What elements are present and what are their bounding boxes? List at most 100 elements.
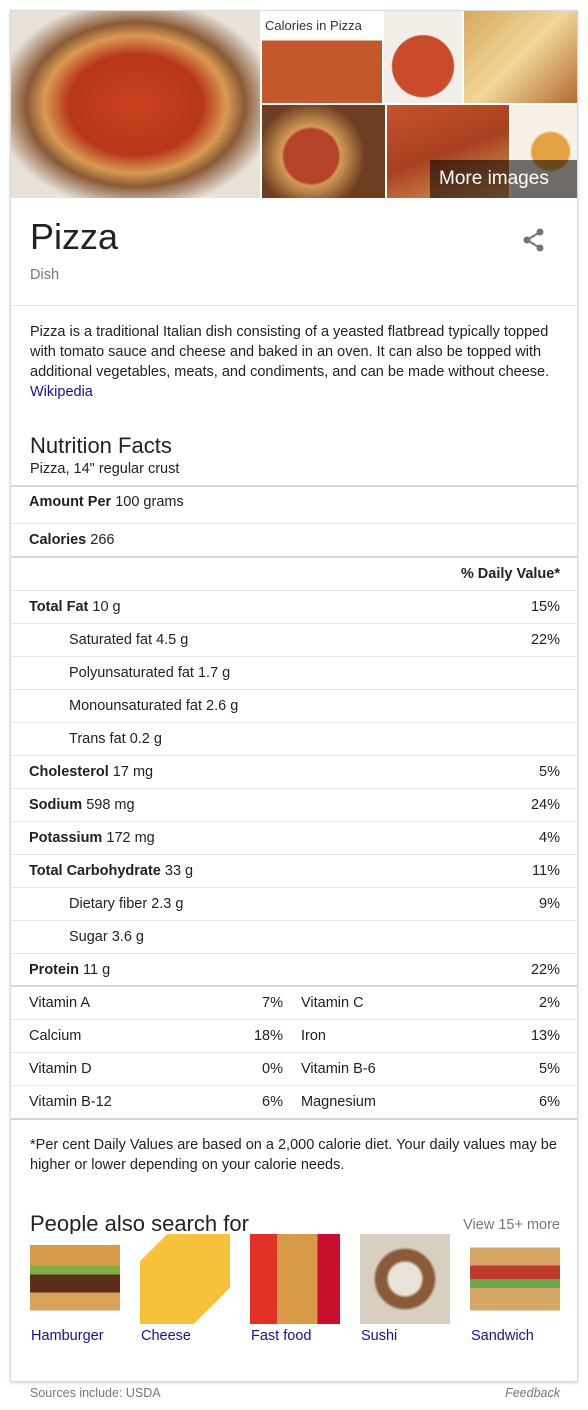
related-more[interactable]: View 15+ more [463,1217,560,1233]
nutrient-amount: 33 g [164,863,194,879]
divider [11,953,577,954]
nutrient-amount: 11 g [82,962,111,978]
related-item[interactable]: Sandwich [471,1328,534,1344]
divider [11,590,577,591]
icon-line [525,231,541,249]
thumbnail-caption: Calories in Pizza [265,18,362,33]
divider [11,523,577,524]
divider [11,656,577,657]
nutrient-amount: 598 mg [86,797,135,813]
serving: Pizza, 14" regular crust [30,461,180,477]
thumbnail[interactable] [384,11,462,103]
nutrient-amount: 4.5 g [156,632,189,648]
divider [11,854,577,855]
divider [11,1019,577,1020]
nutrition-title: Nutrition Facts [30,433,172,458]
nutrient-name: Sugar [69,929,108,945]
nutrient-name: Polyunsaturated fat [69,665,194,681]
vitamin-name: Vitamin C [301,995,364,1011]
vitamin-daily-value: 6% [262,1094,283,1110]
vitamin-name: Vitamin D [29,1061,92,1077]
nutrient-daily-value: 22% [530,962,560,978]
nutrient-name: Saturated fat [69,632,153,648]
nutrient-row: Total Carbohydrate 33 g [29,861,193,881]
related-image[interactable] [360,1234,450,1324]
nutrient-name: Sodium [29,797,83,813]
thumbnail[interactable] [262,105,385,198]
nutrient-amount: 3.6 g [111,929,144,945]
vitamin-daily-value: 6% [539,1094,560,1110]
feedback[interactable]: Feedback [505,1386,560,1400]
amount-value: 100 grams [115,494,184,510]
nutrient-row: Cholesterol 17 mg [29,762,153,782]
nutrient-amount: 1.7 g [197,665,231,681]
knowledge-card [10,10,578,1382]
nutrient-row: Dietary fiber 2.3 g [69,894,183,914]
nutrient-amount: 172 mg [106,830,155,846]
vitamin-daily-value: 7% [262,995,283,1011]
divider [11,985,577,987]
title: Pizza [30,216,119,257]
related-item[interactable]: Sushi [361,1328,398,1344]
vitamin-name: Magnesium [301,1094,376,1110]
divider [11,1118,577,1120]
calories-label: Calories [29,532,87,548]
nutrient-row: Monounsaturated fat 2.6 g [69,696,238,716]
divider [11,689,577,690]
related-item[interactable]: Fast food [251,1328,312,1344]
nutrient-amount: 2.6 g [206,698,239,714]
related-image[interactable] [250,1234,340,1324]
nutrient-amount: 10 g [92,599,121,615]
nutrient-daily-value: 5% [539,764,560,780]
nutrient-row: Polyunsaturated fat 1.7 g [69,663,230,683]
nutrient-amount: 2.3 g [151,896,184,912]
vitamin-name: Vitamin B-12 [29,1094,112,1110]
nutrient-row: Total Fat 10 g [29,597,121,617]
related-item[interactable]: Hamburger [31,1328,104,1344]
divider [11,887,577,888]
nutrient-daily-value: 4% [539,830,560,846]
share-icon[interactable] [521,227,547,253]
vitamin-name: Iron [301,1028,326,1044]
divider [11,755,577,756]
description: Pizza is a traditional Italian dish cons… [30,322,565,402]
nutrient-name: Total Carbohydrate [29,863,161,879]
nutrient-name: Trans fat [69,731,126,747]
related-image[interactable] [140,1234,230,1324]
divider [11,920,577,921]
vitamin-name: Vitamin A [29,995,90,1011]
vitamin-daily-value: 5% [539,1061,560,1077]
nutrient-amount: 0.2 g [129,731,162,747]
nutrient-name: Potassium [29,830,103,846]
thumbnail[interactable] [262,11,382,103]
divider [11,821,577,822]
nutrient-row: Saturated fat 4.5 g [69,630,188,650]
nutrient-name: Total Fat [29,599,89,615]
divider [11,722,577,723]
more-images[interactable]: More images [439,168,549,189]
sources: Sources include: USDA [30,1386,161,1400]
nutrient-name: Protein [29,962,79,978]
divider [11,305,577,306]
related-item[interactable]: Cheese [141,1328,191,1344]
related-title: People also search for [30,1211,249,1236]
vitamin-name: Calcium [29,1028,82,1044]
divider [11,1052,577,1053]
related-image[interactable] [30,1234,120,1324]
nutrient-row: Sugar 3.6 g [69,927,144,947]
amount-row: Amount Per 100 grams [29,492,184,512]
nutrient-name: Dietary fiber [69,896,148,912]
subtitle: Dish [30,267,60,283]
vitamin-daily-value: 13% [530,1028,560,1044]
vitamin-daily-value: 18% [253,1028,283,1044]
more-images-overlay[interactable] [430,160,577,198]
vitamin-daily-value: 2% [539,995,560,1011]
thumbnail[interactable] [464,11,577,103]
related-image[interactable] [470,1234,560,1324]
vitamin-name: Vitamin B-6 [301,1061,376,1077]
main-image[interactable] [11,11,260,198]
wikipedia-link[interactable]: Wikipedia [30,384,93,400]
nutrient-daily-value: 24% [530,797,560,813]
calories-row: Calories 266 [29,530,114,550]
nutrient-amount: 17 mg [112,764,154,780]
